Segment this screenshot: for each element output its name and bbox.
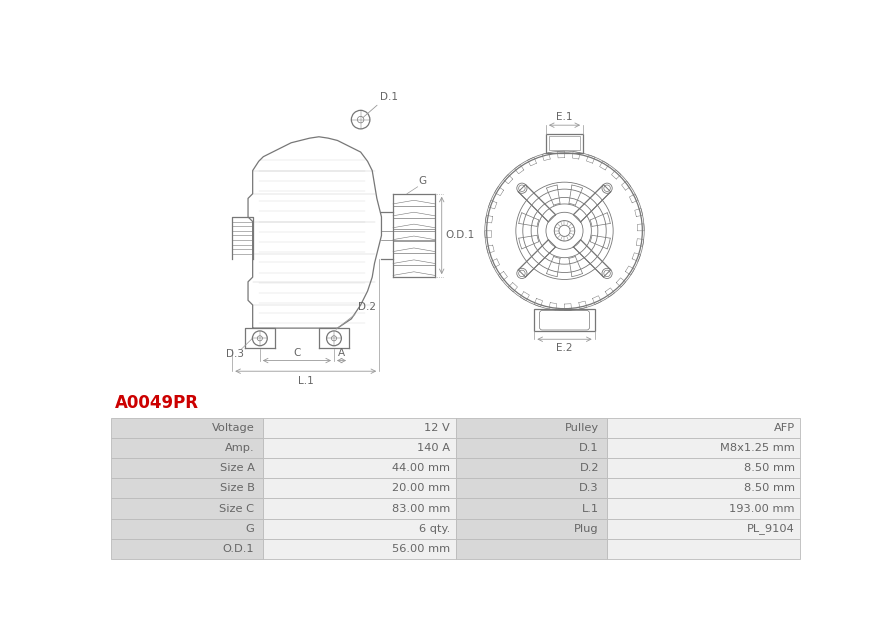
- Text: 8.50 mm: 8.50 mm: [743, 463, 795, 473]
- Text: Voltage: Voltage: [212, 423, 254, 433]
- Text: O.D.1: O.D.1: [445, 231, 475, 241]
- Bar: [111, 458, 263, 478]
- Bar: [263, 478, 456, 498]
- Bar: [111, 438, 263, 458]
- Text: 8.50 mm: 8.50 mm: [743, 483, 795, 493]
- Text: Size A: Size A: [220, 463, 254, 473]
- Bar: [263, 458, 456, 478]
- Text: D.1: D.1: [380, 93, 398, 103]
- Bar: [456, 418, 607, 438]
- Text: D.3: D.3: [580, 483, 599, 493]
- Bar: [111, 518, 263, 539]
- Text: C: C: [293, 348, 300, 358]
- Text: D.2: D.2: [580, 463, 599, 473]
- Bar: [111, 418, 263, 438]
- Text: PL_9104: PL_9104: [747, 524, 795, 534]
- Text: 20.00 mm: 20.00 mm: [392, 483, 450, 493]
- Bar: [456, 498, 607, 518]
- Text: 6 qty.: 6 qty.: [419, 524, 450, 534]
- Text: 193.00 mm: 193.00 mm: [729, 503, 795, 513]
- Text: Size B: Size B: [220, 483, 254, 493]
- Bar: [546, 134, 583, 153]
- Text: L.1: L.1: [581, 503, 599, 513]
- Text: A: A: [338, 348, 345, 358]
- Text: D.3: D.3: [227, 348, 244, 358]
- Bar: [549, 136, 581, 150]
- Bar: [456, 438, 607, 458]
- Text: Plug: Plug: [574, 524, 599, 534]
- Text: L.1: L.1: [298, 376, 314, 386]
- Bar: [111, 498, 263, 518]
- Bar: [111, 539, 263, 559]
- Bar: [263, 539, 456, 559]
- Text: E.1: E.1: [557, 112, 573, 122]
- Text: 12 V: 12 V: [424, 423, 450, 433]
- Text: G: G: [245, 524, 254, 534]
- Text: AFP: AFP: [773, 423, 795, 433]
- Bar: [607, 539, 800, 559]
- Text: Amp.: Amp.: [225, 443, 254, 453]
- Bar: [263, 418, 456, 438]
- Text: 44.00 mm: 44.00 mm: [392, 463, 450, 473]
- Text: A0049PR: A0049PR: [115, 394, 198, 412]
- Text: E.2: E.2: [557, 343, 573, 353]
- Text: O.D.1: O.D.1: [223, 544, 254, 554]
- Text: Pulley: Pulley: [565, 423, 599, 433]
- Bar: [263, 518, 456, 539]
- Polygon shape: [518, 239, 556, 277]
- Bar: [607, 418, 800, 438]
- Bar: [534, 309, 595, 331]
- Bar: [456, 539, 607, 559]
- Text: 140 A: 140 A: [417, 443, 450, 453]
- Polygon shape: [518, 185, 556, 222]
- Polygon shape: [573, 185, 611, 222]
- Text: 83.00 mm: 83.00 mm: [392, 503, 450, 513]
- Bar: [607, 458, 800, 478]
- Bar: [263, 498, 456, 518]
- Bar: [263, 438, 456, 458]
- Bar: [607, 478, 800, 498]
- Text: 56.00 mm: 56.00 mm: [392, 544, 450, 554]
- Text: D.2: D.2: [358, 302, 376, 312]
- Bar: [607, 438, 800, 458]
- Bar: [607, 518, 800, 539]
- Bar: [111, 478, 263, 498]
- Polygon shape: [573, 239, 611, 277]
- Text: D.1: D.1: [580, 443, 599, 453]
- Bar: [456, 478, 607, 498]
- Text: M8x1.25 mm: M8x1.25 mm: [720, 443, 795, 453]
- Text: G: G: [419, 176, 427, 186]
- Bar: [456, 458, 607, 478]
- Text: Size C: Size C: [220, 503, 254, 513]
- Bar: [456, 518, 607, 539]
- Bar: [607, 498, 800, 518]
